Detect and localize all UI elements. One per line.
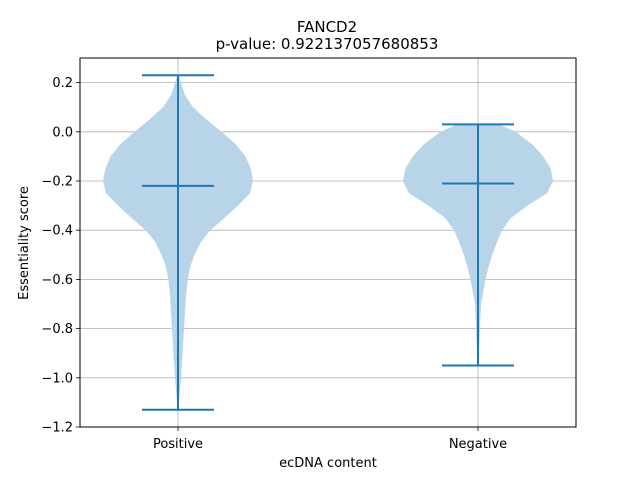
y-tick-label: −1.2 — [41, 421, 73, 436]
x-tick-label: Negative — [449, 437, 507, 452]
y-tick-label: −0.4 — [41, 224, 73, 239]
plot-frame — [79, 57, 577, 428]
grid-lines — [80, 58, 576, 428]
y-axis-ticks: 0.2 0.0 −0.2 −0.4 −0.6 −0.8 −1.0 −1.2 — [41, 76, 80, 436]
chart-title: FANCD2 — [297, 18, 357, 36]
x-axis-ticks: Positive Negative — [153, 427, 507, 452]
x-axis-label: ecDNA content — [279, 456, 377, 471]
violin-statistics — [142, 74, 514, 411]
chart-subtitle: p-value: 0.922137057680853 — [216, 35, 439, 53]
y-tick-label: 0.2 — [52, 76, 73, 91]
y-tick-label: −0.2 — [41, 175, 73, 190]
y-tick-label: −0.6 — [41, 273, 73, 288]
y-tick-label: 0.0 — [52, 125, 73, 140]
y-tick-label: −0.8 — [41, 322, 73, 337]
y-tick-label: −1.0 — [41, 371, 73, 386]
x-tick-label: Positive — [153, 437, 203, 452]
y-axis-label: Essentiality score — [17, 186, 32, 300]
